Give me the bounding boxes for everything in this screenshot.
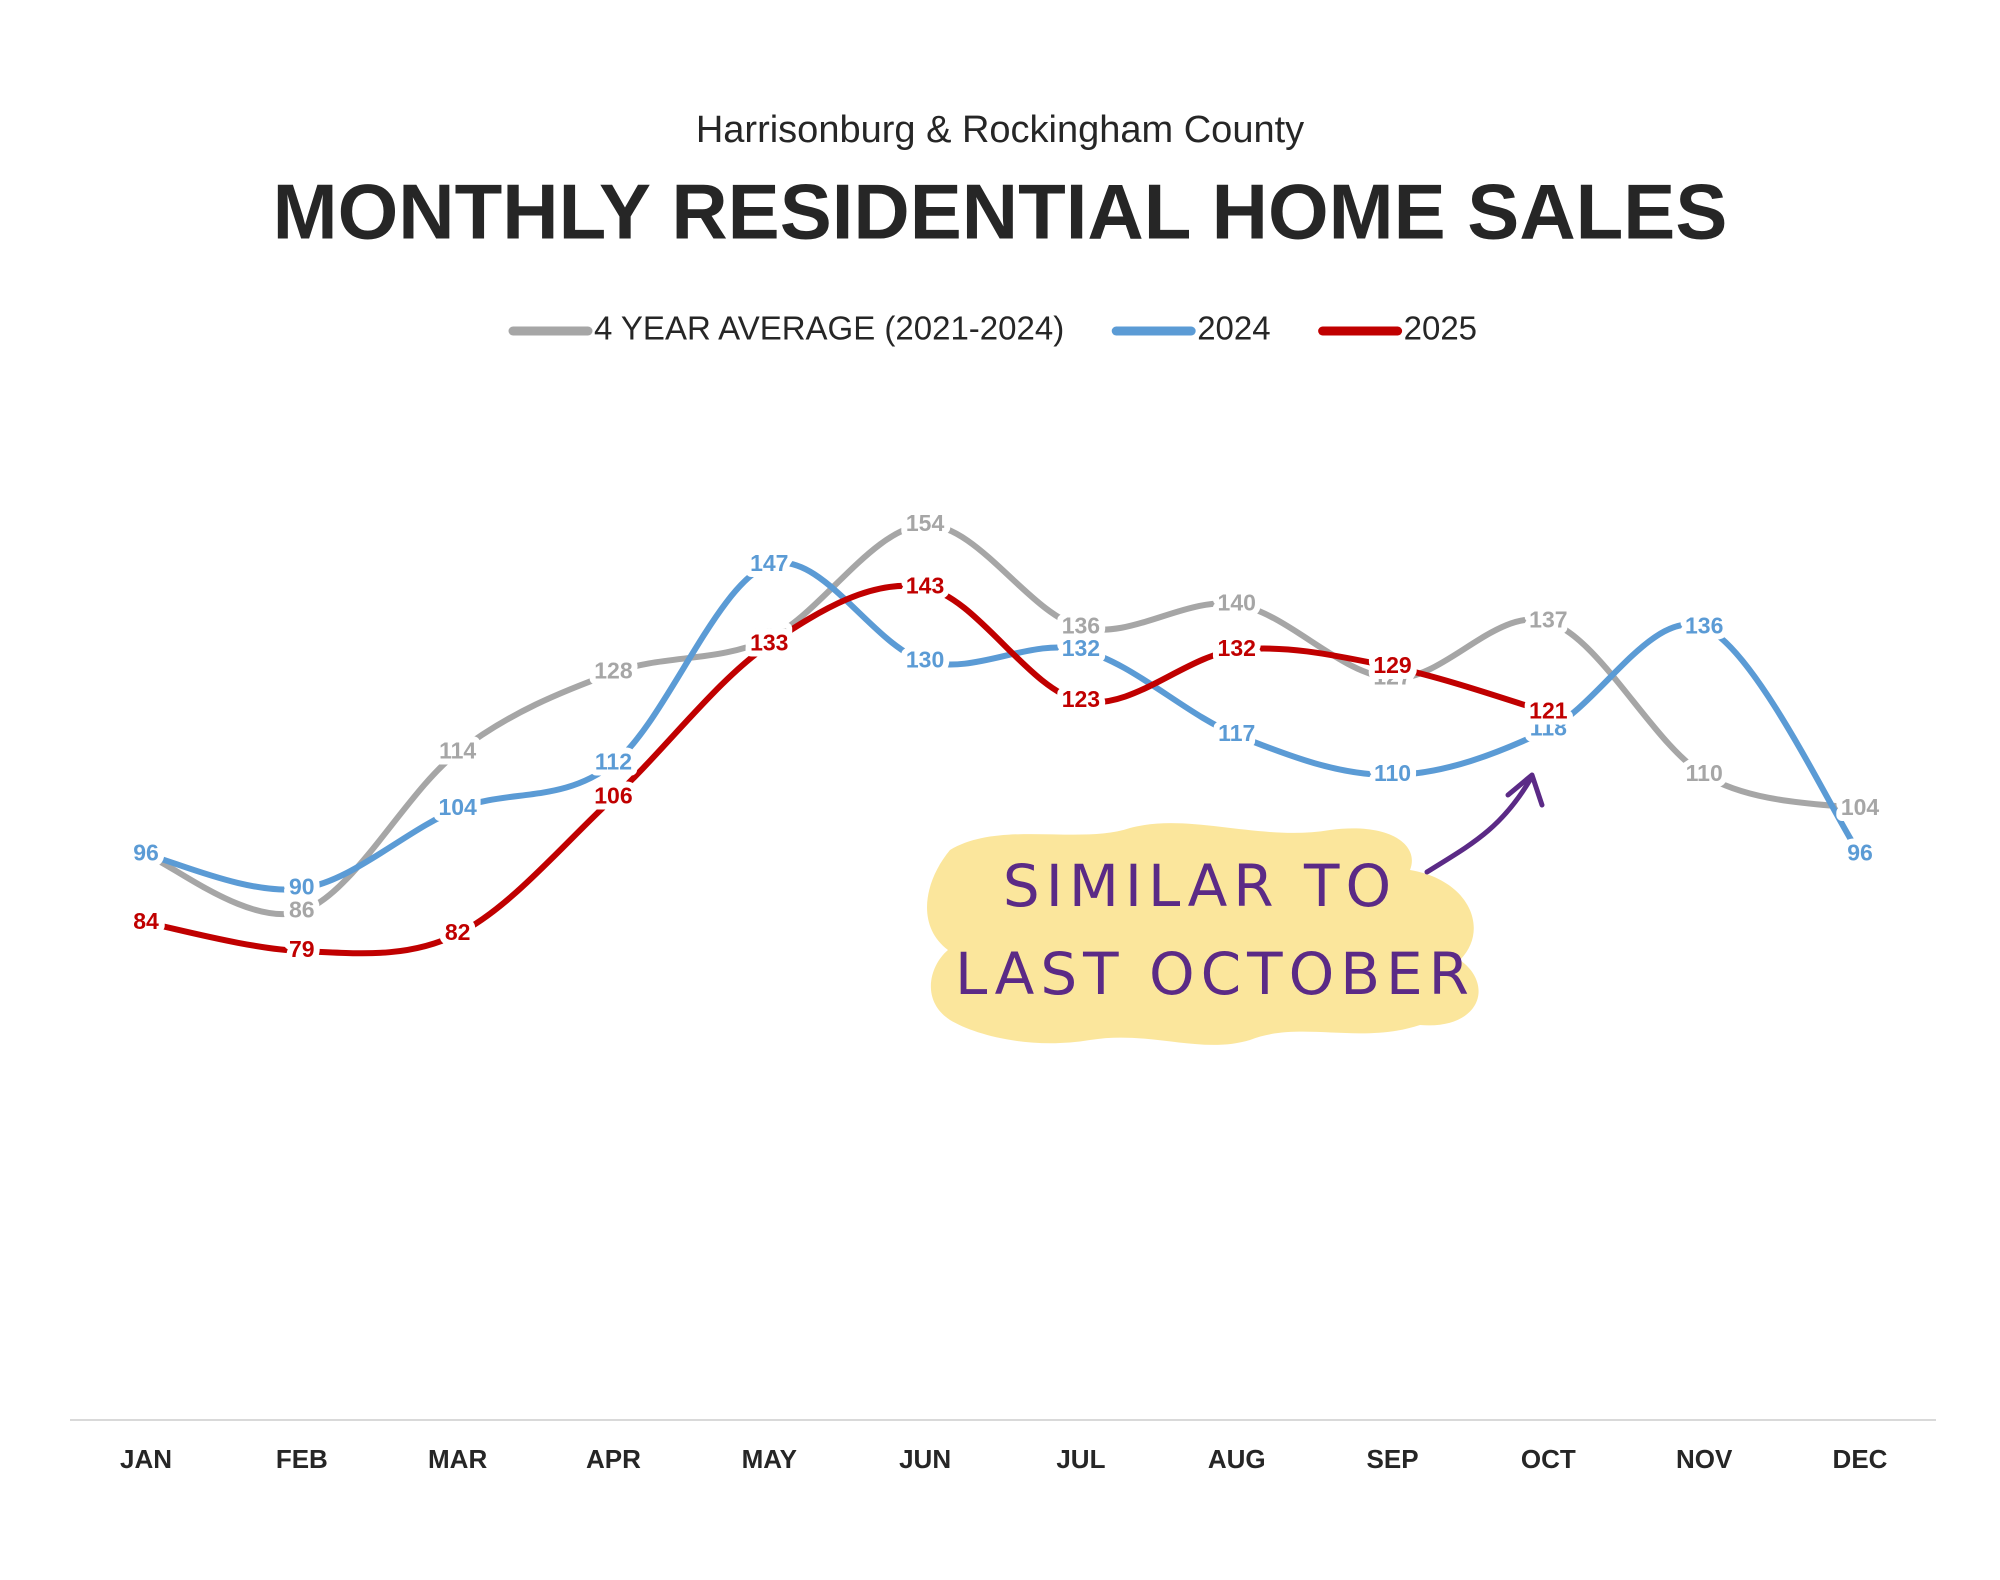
data-label: 79 [289, 936, 315, 962]
annotation-arrowhead [1505, 772, 1545, 808]
x-tick-label: APR [586, 1444, 641, 1474]
chart-title: MONTHLY RESIDENTIAL HOME SALES [273, 168, 1728, 256]
data-label: 96 [133, 840, 159, 866]
data-label: 121 [1529, 698, 1568, 724]
x-tick-label: NOV [1676, 1444, 1733, 1474]
data-label: 114 [439, 737, 476, 763]
annotation-text: SIMILAR TO [1003, 852, 1397, 920]
chart-subtitle: Harrisonburg & Rockingham County [696, 109, 1304, 151]
data-label: 104 [1841, 794, 1880, 820]
series-line [143, 582, 1552, 957]
x-tick-label: JAN [120, 1444, 172, 1474]
data-label: 129 [1373, 652, 1411, 678]
x-tick-label: MAY [742, 1444, 797, 1474]
data-label: 130 [906, 646, 944, 672]
x-tick-label: AUG [1208, 1444, 1266, 1474]
legend-label: 2025 [1404, 310, 1477, 347]
data-label: 136 [1062, 612, 1100, 638]
data-label: 154 [906, 510, 945, 536]
data-label: 128 [594, 658, 633, 684]
x-tick-label: JUL [1056, 1444, 1105, 1474]
data-label: 133 [750, 629, 788, 655]
x-tick-label: MAR [428, 1444, 487, 1474]
data-label: 147 [750, 550, 788, 576]
x-tick-label: OCT [1521, 1444, 1576, 1474]
data-label: 134 [750, 624, 789, 650]
x-tick-label: SEP [1367, 1444, 1419, 1474]
x-tick-label: DEC [1833, 1444, 1888, 1474]
data-label: 143 [906, 573, 944, 599]
data-label: 106 [594, 783, 632, 809]
data-label: 136 [1685, 612, 1723, 638]
data-label: 90 [289, 874, 315, 900]
x-tick-label: FEB [276, 1444, 328, 1474]
x-tick-label: JUN [899, 1444, 951, 1474]
data-label: 127 [1373, 663, 1411, 689]
highlight [927, 823, 1479, 1045]
data-label: 132 [1218, 635, 1256, 661]
data-label: 110 [1374, 760, 1411, 786]
data-label: 84 [133, 908, 159, 934]
data-label: 104 [438, 794, 477, 820]
annotation: SIMILAR TO LAST OCTOBER [927, 772, 1545, 1045]
data-label: 132 [1062, 635, 1100, 661]
data-label: 86 [289, 896, 315, 922]
data-label: 96 [1847, 840, 1873, 866]
series-line [143, 559, 1863, 893]
data-label: 112 [595, 749, 632, 775]
data-label: 117 [1218, 720, 1255, 746]
lines [143, 521, 1863, 957]
data-label: 137 [1529, 607, 1567, 633]
annotation-text: LAST OCTOBER [955, 940, 1475, 1008]
data-label: 140 [1218, 590, 1256, 616]
data-label: 110 [1686, 760, 1723, 786]
data-label: 96 [133, 840, 159, 866]
data-label: 118 [1530, 715, 1567, 741]
data-label: 123 [1062, 686, 1100, 712]
annotation-arrow [1424, 777, 1533, 875]
series-line [143, 521, 1863, 918]
legend-label: 2024 [1197, 310, 1270, 347]
legend-label: 4 YEAR AVERAGE (2021-2024) [594, 310, 1064, 347]
data-label: 82 [445, 919, 471, 945]
